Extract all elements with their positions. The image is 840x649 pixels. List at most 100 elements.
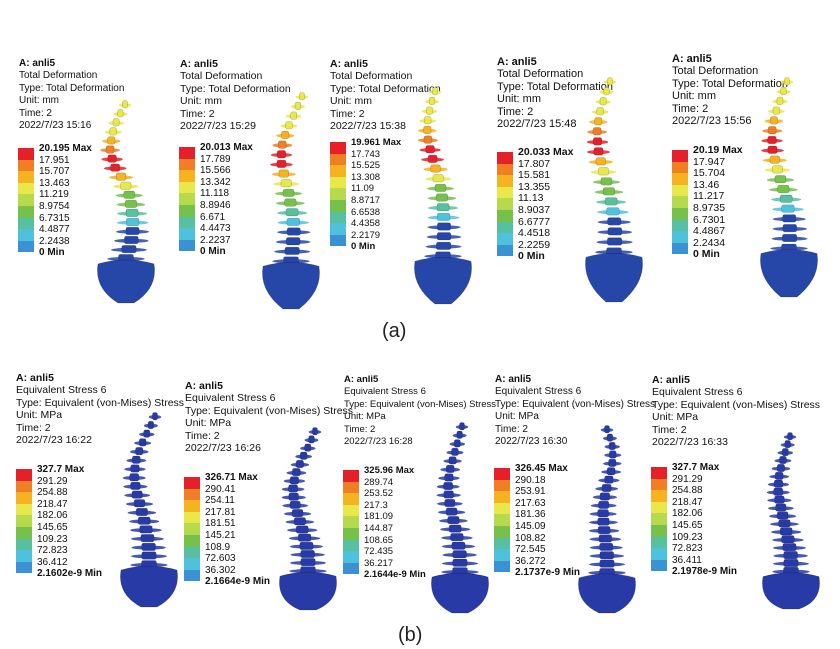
legend-swatch <box>16 515 32 527</box>
pelvis-base <box>279 571 337 611</box>
legend-value: 6.7301 <box>693 213 726 226</box>
vertebra <box>440 464 461 473</box>
row-a-caption: (a) <box>382 320 407 342</box>
vertebra <box>592 492 618 501</box>
legend-value: 254.88 <box>37 487 68 499</box>
legend-value: 108.9 <box>205 541 231 553</box>
legend-max-label: 20.19 Max <box>693 144 743 156</box>
result-unit: Unit: mm <box>180 95 222 108</box>
pelvis-base <box>578 573 636 614</box>
legend-swatch <box>16 526 32 539</box>
result-type: Type: Total Deformation <box>497 80 613 93</box>
result-type: Type: Equivalent (von-Mises) Stress <box>495 398 656 410</box>
vertebra <box>771 194 802 203</box>
legend-value: 182.06 <box>672 508 703 520</box>
vertebra <box>288 533 321 542</box>
legend-swatch <box>343 493 359 505</box>
legend-swatch <box>184 477 200 489</box>
legend-value: 4.4518 <box>518 227 551 240</box>
legend-value: 253.91 <box>515 486 546 498</box>
vertebra <box>148 412 162 421</box>
legend-swatch <box>330 142 346 154</box>
legend-value: 217.63 <box>515 497 546 509</box>
legend-value: 181.09 <box>364 511 394 523</box>
legend-value: 13.308 <box>351 171 381 183</box>
result-title: Total Deformation <box>497 68 584 81</box>
result-timestamp: 2022/7/23 15:48 <box>497 118 577 131</box>
spine-model <box>578 425 636 614</box>
vertebra <box>438 507 466 516</box>
legend-swatch <box>494 491 510 503</box>
stress-panel-3: A: anli5 Equivalent Stress 6 Type: Equiv… <box>344 374 496 448</box>
spine-model <box>120 412 178 608</box>
vertebra <box>289 541 324 550</box>
legend-min-label: 2.1664e-9 Min <box>205 576 271 588</box>
panel-header: A: anli5 Equivalent Stress 6 Type: Equiv… <box>185 380 353 454</box>
vertebra <box>767 495 792 504</box>
legend-min-label: 2.1978e-9 Min <box>672 566 738 578</box>
deformation-panel-4: A: anli5 Total Deformation Type: Total D… <box>497 56 613 130</box>
legend-value: 8.8946 <box>200 199 231 211</box>
vertebra <box>590 167 617 176</box>
panel-header: A: anli5 Equivalent Stress 6 Type: Equiv… <box>652 374 820 448</box>
legend-value: 17.947 <box>693 155 726 168</box>
vertebra <box>287 525 318 534</box>
legend-swatch <box>494 468 510 480</box>
legend-max-label: 325.96 Max <box>364 465 415 476</box>
vertebra <box>116 217 149 227</box>
result-time: Time: 2 <box>344 423 376 435</box>
vertebra <box>597 217 631 226</box>
legend-value: 109.23 <box>672 531 703 543</box>
legend-swatch <box>330 188 346 200</box>
panel-header: A: anli5 Total Deformation Type: Total D… <box>497 56 613 130</box>
result-title: Total Deformation <box>180 70 263 83</box>
result-title: Total Deformation <box>330 70 413 83</box>
result-unit: Unit: MPa <box>16 409 63 422</box>
legend-max-label: 20.033 Max <box>518 146 574 158</box>
result-type: Type: Total Deformation <box>672 77 788 90</box>
legend-value: 36.302 <box>205 564 236 576</box>
legend-swatch <box>179 170 195 182</box>
legend-swatch <box>672 242 688 255</box>
vertebra <box>771 233 808 243</box>
vertebra <box>304 435 319 444</box>
spine-model <box>414 87 472 305</box>
legend-value: 8.8717 <box>351 194 381 206</box>
legend-swatch <box>179 239 195 252</box>
vertebra <box>123 481 148 490</box>
legend-swatch <box>184 511 200 524</box>
vertebra <box>595 484 619 493</box>
vertebra <box>134 438 152 447</box>
result-timestamp: 2022/7/23 16:33 <box>652 436 728 449</box>
legend-swatch <box>651 478 667 491</box>
legend-swatch <box>184 534 200 547</box>
legend-swatch <box>179 228 195 240</box>
vertebra <box>586 137 609 146</box>
legend-value: 291.29 <box>37 475 68 487</box>
system-label: A: anli5 <box>185 380 223 392</box>
vertebra <box>439 516 468 525</box>
system-label: A: anli5 <box>495 374 532 385</box>
legend-value: 72.545 <box>515 544 546 556</box>
vertebra <box>300 443 316 452</box>
legend-swatch <box>16 503 32 516</box>
legend-swatch <box>494 502 510 515</box>
vertebra <box>762 155 787 164</box>
legend-swatch <box>179 193 195 205</box>
spine-model <box>762 432 820 610</box>
legend-value: 291.29 <box>672 473 703 485</box>
spine-model <box>97 100 155 304</box>
vertebra <box>286 468 307 477</box>
legend-min-label: 0 Min <box>200 246 226 258</box>
system-label: A: anli5 <box>180 58 218 70</box>
legend-value: 218.47 <box>672 496 703 508</box>
legend-swatch <box>651 559 667 572</box>
result-timestamp: 2022/7/23 15:29 <box>180 120 256 133</box>
vertebra <box>423 164 448 173</box>
legend-value: 108.82 <box>515 532 546 544</box>
legend-value: 72.435 <box>364 546 394 558</box>
legend-swatch <box>651 536 667 549</box>
legend-value: 8.9735 <box>693 201 726 214</box>
vertebra <box>449 439 466 448</box>
result-time: Time: 2 <box>180 107 215 120</box>
